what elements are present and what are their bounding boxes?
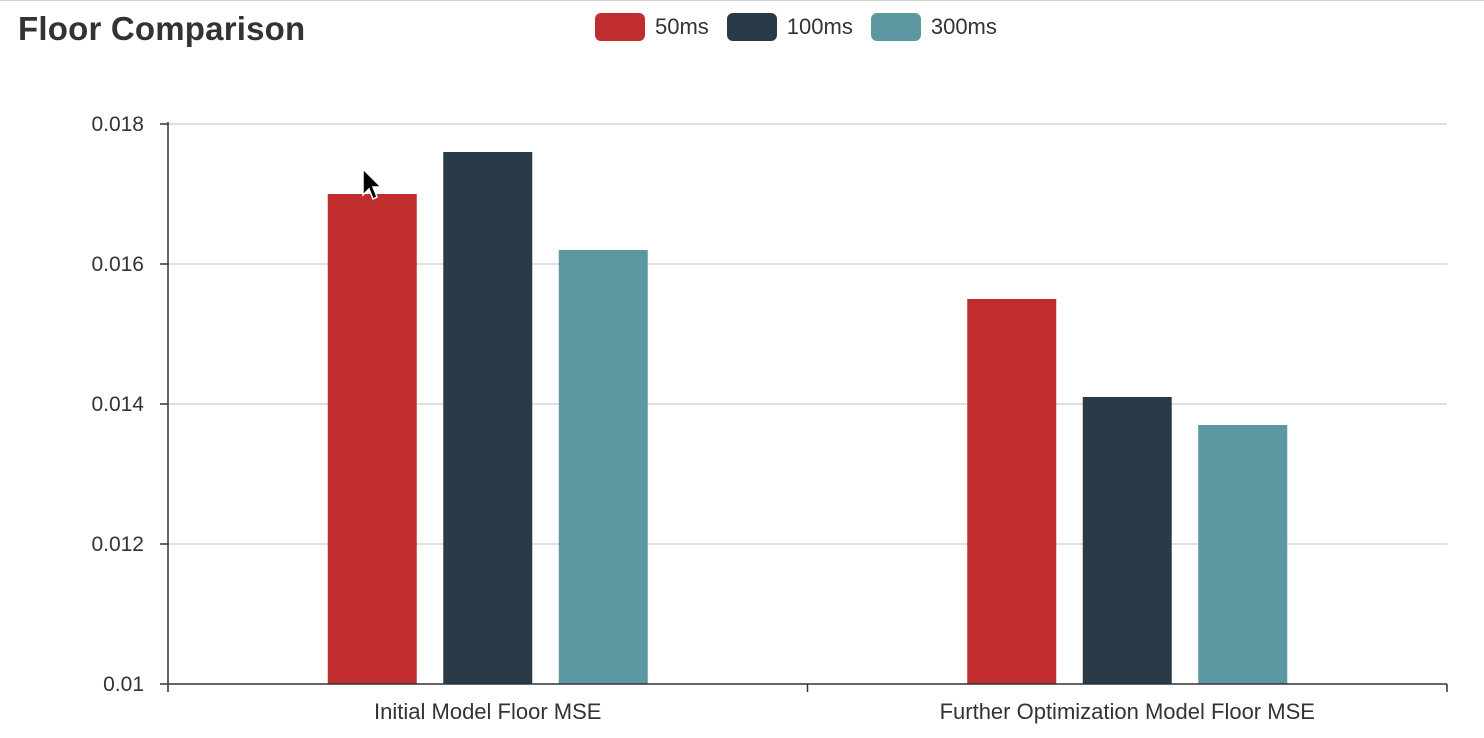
bar-50ms-2	[967, 299, 1057, 684]
x-category-label: Further Optimization Model Floor MSE	[940, 699, 1315, 724]
bars	[327, 152, 1288, 684]
legend-swatch-100ms	[726, 13, 777, 41]
legend-label-100ms: 100ms	[786, 14, 853, 39]
top-border	[0, 0, 1484, 1]
bar-100ms-1	[443, 152, 533, 684]
y-tick-label: 0.016	[91, 253, 144, 276]
mouse-cursor-icon	[362, 167, 384, 209]
legend-item-50ms[interactable]: 50ms	[595, 13, 709, 41]
legend: 50ms 100ms 300ms	[595, 12, 1015, 42]
bar-300ms-1	[558, 250, 648, 684]
bar-100ms-2	[1082, 397, 1172, 684]
legend-item-100ms[interactable]: 100ms	[726, 13, 853, 41]
y-tick-label: 0.012	[91, 533, 144, 556]
y-tick-label: 0.014	[91, 393, 144, 416]
legend-label-300ms: 300ms	[930, 14, 997, 39]
x-category-label: Initial Model Floor MSE	[374, 699, 601, 724]
legend-item-300ms[interactable]: 300ms	[870, 13, 997, 41]
legend-label-50ms: 50ms	[655, 14, 709, 39]
y-tick-label: 0.018	[91, 113, 144, 136]
bar-300ms-2	[1198, 425, 1288, 684]
axes: 0.01 0.012 0.014 0.016 0.018 Initial Model Fl…	[91, 113, 1448, 724]
y-tick-label: 0.01	[103, 673, 144, 696]
chart-title: Floor Comparison	[18, 10, 306, 47]
legend-swatch-300ms	[870, 13, 921, 41]
bar-50ms-1	[327, 194, 417, 684]
legend-swatch-50ms	[595, 13, 645, 41]
